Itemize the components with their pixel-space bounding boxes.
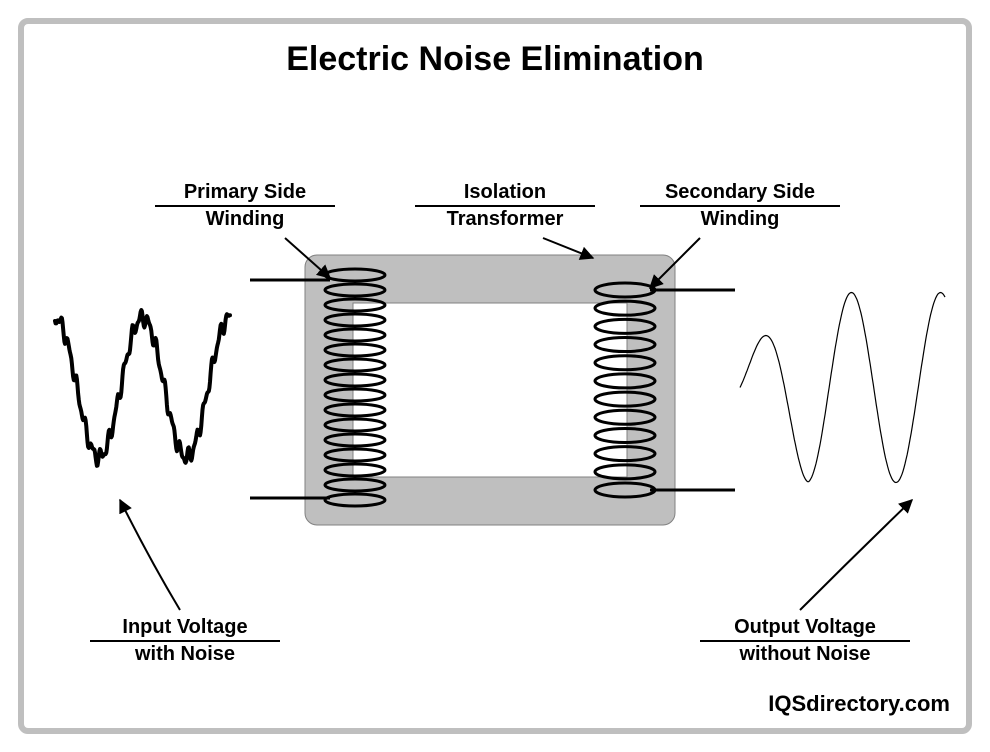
diagram-frame: Electric Noise Elimination Primary Side … bbox=[0, 0, 990, 752]
diagram-svg bbox=[0, 0, 990, 752]
